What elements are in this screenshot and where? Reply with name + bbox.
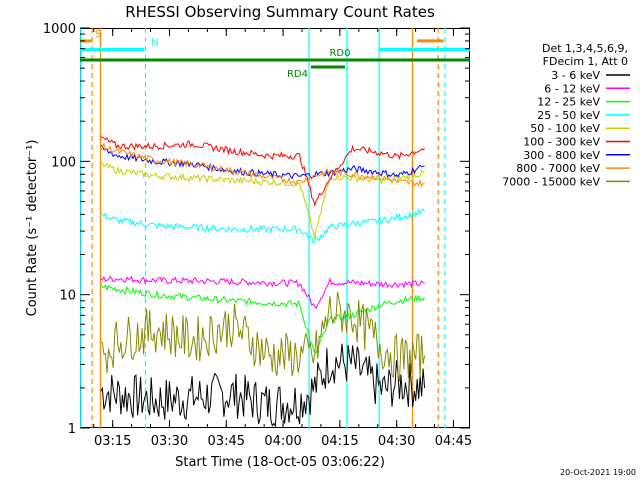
y-tick-label-0: 1 xyxy=(68,422,76,437)
footer-timestamp: 20-Oct-2021 19:00 xyxy=(560,468,636,477)
legend: Det 1,3,4,5,6,9,FDecim 1, Att 03 - 6 keV… xyxy=(502,42,630,188)
series-line-7000-15000-kev xyxy=(100,291,426,382)
legend-label: 12 - 25 keV xyxy=(537,96,600,109)
series-line-100-300-kev xyxy=(100,136,425,207)
legend-label: 3 - 6 keV xyxy=(551,69,600,82)
x-tick-label-3: 04:00 xyxy=(264,434,301,449)
series-line-300-800-kev xyxy=(100,144,425,180)
x-tick-label-0: 03:15 xyxy=(94,434,131,449)
legend-label: 6 - 12 keV xyxy=(544,82,600,95)
x-tick-label-2: 03:45 xyxy=(208,434,245,449)
y-tick-label-2: 100 xyxy=(51,155,76,170)
legend-header-line: Det 1,3,4,5,6,9, xyxy=(542,42,628,55)
y-axis-label: Count Rate (s⁻¹ detector⁻¹) xyxy=(25,140,40,317)
legend-label: 300 - 800 keV xyxy=(523,149,600,162)
y-tick-label-1: 10 xyxy=(59,289,76,304)
series-line-25-50-kev xyxy=(100,208,426,245)
annotation-label-4: RD0 xyxy=(329,48,350,59)
legend-label: 50 - 100 keV xyxy=(530,122,600,135)
annotation-label-5: RD4 xyxy=(287,69,308,80)
legend-label: 800 - 7000 keV xyxy=(516,162,600,175)
annotation-label-1: N xyxy=(151,37,158,48)
series-line-50-100-kev xyxy=(100,161,425,240)
x-tick-label-6: 04:45 xyxy=(435,434,472,449)
legend-label: 25 - 50 keV xyxy=(537,109,600,122)
series-line-6-12-kev xyxy=(100,275,425,310)
series-line-800-7000-kev xyxy=(100,142,425,188)
x-tick-label-1: 03:30 xyxy=(151,434,188,449)
x-axis-label: Start Time (18-Oct-05 03:06:22) xyxy=(175,455,385,470)
y-tick-label-3: 1000 xyxy=(43,22,76,37)
legend-label: 100 - 300 keV xyxy=(523,136,600,149)
chart-title: RHESSI Observing Summary Count Rates xyxy=(125,3,435,21)
x-tick-label-5: 04:30 xyxy=(378,434,415,449)
series-line-3-6-kev xyxy=(100,343,426,428)
annotation-label-0: S xyxy=(95,29,101,40)
series-line-12-25-kev xyxy=(100,283,426,354)
legend-header-line: FDecim 1, Att 0 xyxy=(543,55,628,68)
legend-label: 7000 - 15000 keV xyxy=(502,175,600,188)
x-tick-label-4: 04:15 xyxy=(321,434,358,449)
